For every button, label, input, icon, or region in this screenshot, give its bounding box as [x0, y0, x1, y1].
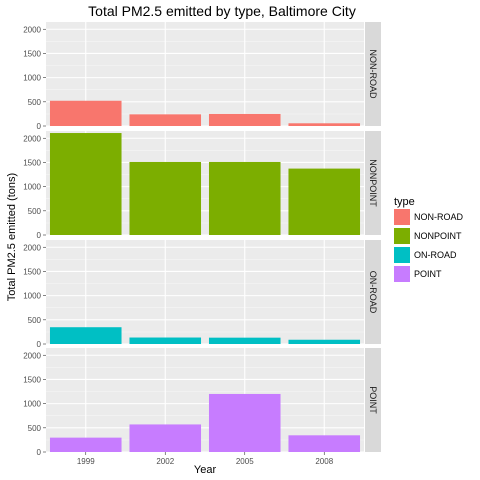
y-tick-label: 1500 [23, 375, 41, 384]
panel-on-road: 0 500 1000 1500 2000 ON-ROAD [23, 240, 381, 349]
facet-panels: 0 500 1000 1500 2000 NON-ROAD 0 500 1000 1500 2000… [23, 22, 381, 466]
y-tick-label: 1000 [23, 400, 41, 409]
bar-non-road-2008 [288, 123, 361, 126]
y-tick-label: 2000 [23, 351, 41, 360]
bar-on-road-1999 [49, 327, 122, 344]
x-tick-label: 2008 [315, 457, 333, 466]
facet-strip [365, 131, 381, 235]
y-tick-label: 1500 [23, 49, 41, 58]
y-tick-label: 0 [37, 231, 42, 240]
legend-swatch [394, 247, 410, 263]
legend-items: NON-ROAD NONPOINT ON-ROAD POINT [394, 209, 463, 282]
y-tick-label: 1000 [23, 292, 41, 301]
legend-item-on-road: ON-ROAD [394, 247, 457, 263]
facet-strip [365, 22, 381, 126]
y-tick-label: 1500 [23, 158, 41, 167]
bar-nonpoint-2005 [208, 161, 281, 235]
y-tick-label: 500 [28, 424, 42, 433]
x-tick-label: 2002 [156, 457, 174, 466]
bar-non-road-1999 [49, 100, 122, 126]
legend-swatch [394, 266, 410, 282]
facet-strip-label: POINT [368, 386, 378, 414]
x-axis-title: Year [194, 464, 217, 476]
y-tick-label: 2000 [23, 243, 41, 252]
x-axis: 1999 2002 2005 2008 [77, 452, 334, 466]
y-axis-title: Total PM2.5 emitted (tons) [6, 173, 18, 301]
bar-point-2002 [129, 424, 202, 452]
y-tick-label: 0 [37, 340, 42, 349]
legend-item-point: POINT [394, 266, 442, 282]
panel-nonpoint: 0 500 1000 1500 2000 NONPOINT [23, 131, 381, 240]
facet-strip [365, 240, 381, 344]
x-tick-label: 2005 [236, 457, 254, 466]
bar-point-1999 [49, 437, 122, 452]
legend-item-non-road: NON-ROAD [394, 209, 463, 225]
bar-nonpoint-2002 [129, 161, 202, 235]
panel-non-road: 0 500 1000 1500 2000 NON-ROAD [23, 22, 381, 131]
facet-strip-label: ON-ROAD [368, 271, 378, 314]
facet-strip-label: NON-ROAD [368, 50, 378, 99]
y-tick-label: 1000 [23, 183, 41, 192]
legend-title: type [394, 196, 415, 208]
legend-label: ON-ROAD [414, 250, 457, 260]
bar-non-road-2005 [208, 113, 281, 126]
legend-label: NONPOINT [414, 231, 462, 241]
bar-non-road-2002 [129, 114, 202, 126]
legend-item-nonpoint: NONPOINT [394, 228, 462, 244]
facet-strip-label: NONPOINT [368, 159, 378, 207]
y-tick-label: 2000 [23, 25, 41, 34]
bar-point-2005 [208, 393, 281, 452]
y-tick-label: 1500 [23, 267, 41, 276]
y-tick-label: 2000 [23, 134, 41, 143]
y-tick-label: 500 [28, 98, 42, 107]
y-tick-label: 1000 [23, 74, 41, 83]
y-tick-label: 0 [37, 448, 42, 457]
bar-point-2008 [288, 435, 361, 452]
bar-on-road-2005 [208, 337, 281, 344]
legend-swatch [394, 228, 410, 244]
legend-label: POINT [414, 269, 442, 279]
legend: type NON-ROAD NONPOINT ON-ROAD POINT [394, 196, 463, 282]
legend-label: NON-ROAD [414, 212, 463, 222]
bar-nonpoint-2008 [288, 168, 361, 235]
y-tick-label: 500 [28, 316, 42, 325]
bar-on-road-2002 [129, 337, 202, 344]
legend-swatch [394, 209, 410, 225]
panel-point: 0 500 1000 1500 2000 POINT [23, 348, 381, 457]
chart-title: Total PM2.5 emitted by type, Baltimore C… [88, 3, 356, 19]
x-tick-label: 1999 [77, 457, 95, 466]
y-tick-label: 0 [37, 122, 42, 131]
facet-strip [365, 348, 381, 452]
y-tick-label: 500 [28, 207, 42, 216]
bar-on-road-2008 [288, 339, 361, 344]
panel-background [46, 348, 364, 452]
panel-background [46, 240, 364, 344]
bar-nonpoint-1999 [49, 133, 122, 235]
